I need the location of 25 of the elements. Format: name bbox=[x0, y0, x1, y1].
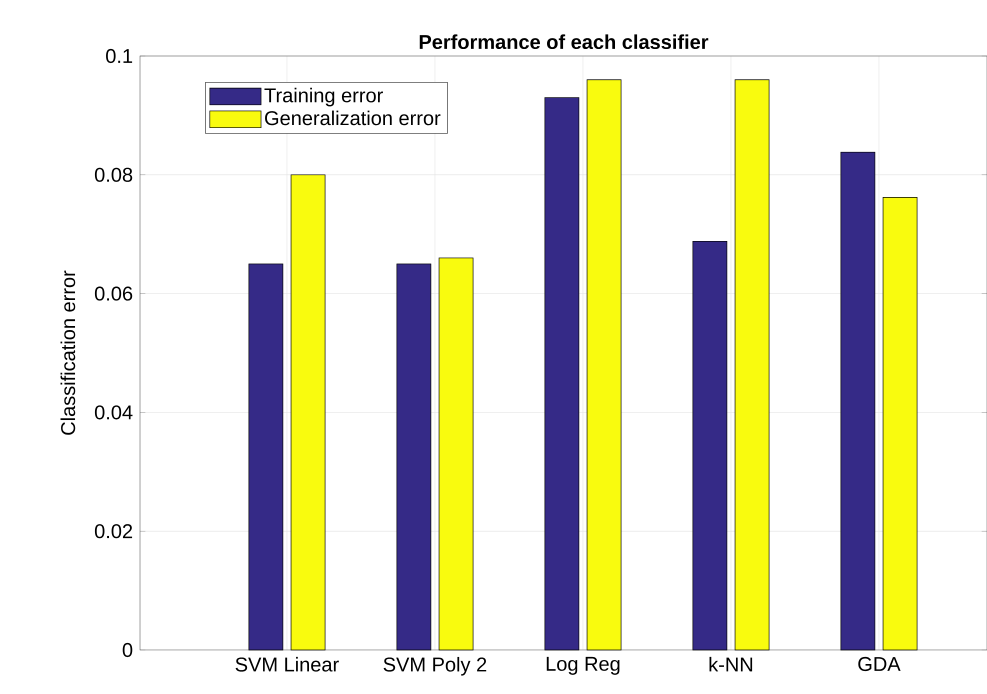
bar bbox=[840, 152, 876, 650]
bar bbox=[290, 174, 326, 650]
y-tick-label: 0 bbox=[122, 642, 132, 658]
x-tick-label: GDA bbox=[858, 656, 901, 672]
x-tick-label: Log Reg bbox=[546, 656, 620, 675]
bar bbox=[586, 79, 622, 650]
chart-title: Performance of each classifier bbox=[420, 34, 708, 50]
bar bbox=[544, 97, 580, 650]
legend-label: Training error bbox=[264, 88, 383, 106]
bar bbox=[882, 197, 918, 650]
bar bbox=[396, 264, 432, 650]
y-axis-title: Classification error bbox=[60, 270, 76, 435]
x-tick-label: SVM Poly 2 bbox=[384, 656, 486, 676]
x-tick-label: k-NN bbox=[710, 656, 752, 672]
y-tick-label: 0.1 bbox=[106, 48, 132, 64]
x-tick-label: SVM Linear bbox=[236, 656, 339, 672]
bar bbox=[248, 264, 284, 650]
y-tick-label: 0.06 bbox=[94, 286, 132, 301]
legend-label: Generalization error bbox=[265, 110, 440, 126]
y-tick-label: 0.02 bbox=[94, 524, 132, 538]
bar bbox=[734, 79, 770, 650]
y-tick-label: 0.08 bbox=[94, 168, 132, 182]
y-tick-label: 0.04 bbox=[94, 405, 132, 420]
bar bbox=[692, 240, 728, 650]
bar bbox=[438, 258, 474, 650]
